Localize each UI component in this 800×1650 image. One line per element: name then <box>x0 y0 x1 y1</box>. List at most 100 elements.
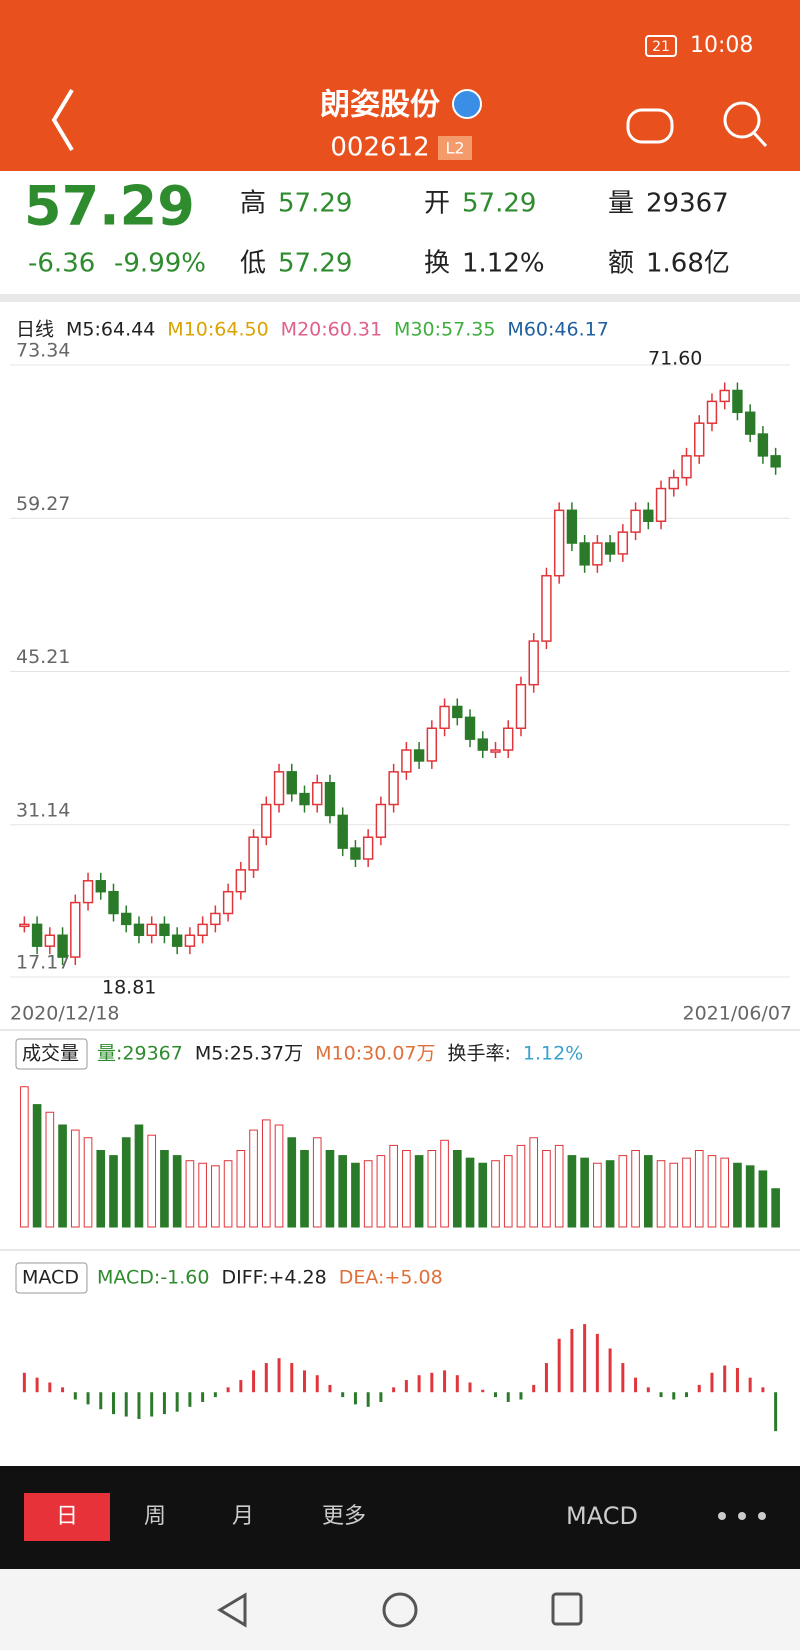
legend-text: M10:64.50 <box>167 319 268 341</box>
search-icon[interactable] <box>723 101 761 139</box>
stat-value: 57.29 <box>462 189 536 219</box>
candle <box>553 509 565 577</box>
candle <box>426 727 438 762</box>
tab[interactable]: 更多 <box>322 1504 366 1529</box>
volume-bar <box>771 1188 780 1228</box>
indicator-tab[interactable]: MACD <box>566 1502 638 1530</box>
candle <box>439 705 450 730</box>
candle <box>477 738 488 751</box>
legend-text: 换手率: <box>448 1043 511 1065</box>
volume-bar <box>414 1155 424 1228</box>
volume-bar <box>109 1155 118 1228</box>
price: 57.29 <box>24 175 195 238</box>
volume-bar <box>631 1150 640 1228</box>
change: -6.36 <box>28 249 95 279</box>
volume-bar <box>427 1150 437 1228</box>
candle <box>248 836 259 871</box>
candle <box>350 847 361 860</box>
nav-back[interactable] <box>217 1592 247 1628</box>
candle <box>210 912 221 926</box>
candle <box>413 749 425 762</box>
volume-bar <box>185 1160 195 1228</box>
volume-bar <box>134 1124 144 1228</box>
x-label: 2021/06/07 <box>682 1003 792 1025</box>
nav-home[interactable] <box>382 1592 418 1628</box>
header-bg <box>0 0 800 171</box>
stat-value: 1.68亿 <box>646 249 730 279</box>
volume-bar <box>618 1155 628 1228</box>
stat-label: 换 <box>424 249 450 279</box>
tab[interactable]: 日 <box>56 1504 78 1529</box>
volume-bar <box>198 1162 207 1228</box>
tab[interactable]: 周 <box>144 1504 166 1529</box>
legend-text: M60:46.17 <box>507 319 608 341</box>
volume-bar <box>542 1150 551 1228</box>
candle <box>503 727 514 751</box>
volume-bar <box>121 1137 131 1228</box>
volume-bar <box>682 1157 691 1228</box>
volume-bar <box>300 1150 309 1228</box>
candle <box>706 400 718 424</box>
candle <box>171 934 183 947</box>
candle <box>681 455 692 479</box>
search-handle <box>752 131 768 148</box>
battery-level: 21 <box>652 39 670 55</box>
volume-bar <box>96 1150 106 1228</box>
battery-icon <box>645 35 677 57</box>
volume-bar <box>452 1150 462 1228</box>
volume-bar <box>491 1160 500 1228</box>
candle <box>388 771 399 806</box>
volume-bar <box>643 1155 653 1228</box>
volume-bar <box>402 1150 411 1228</box>
back-button[interactable] <box>51 88 74 152</box>
volume-bar <box>20 1086 29 1228</box>
candle <box>604 542 616 555</box>
volume-bar <box>236 1150 246 1228</box>
badge: L2 <box>445 139 464 158</box>
candle <box>95 880 106 893</box>
candle <box>630 509 641 533</box>
stat-value: 1.12% <box>462 249 545 279</box>
volume-bar <box>656 1160 666 1228</box>
candle <box>19 923 30 928</box>
candle <box>222 890 234 915</box>
volume-bar <box>733 1162 742 1228</box>
volume-bar <box>351 1162 360 1228</box>
candle <box>337 814 348 849</box>
robot-icon[interactable] <box>626 108 674 144</box>
candle <box>70 901 81 958</box>
candle <box>375 803 387 838</box>
legend-text: M10:30.07万 <box>315 1043 435 1065</box>
y-tick-label: 73.34 <box>16 340 70 362</box>
volume-bar <box>211 1165 220 1228</box>
candle <box>159 923 170 937</box>
candle <box>579 542 590 566</box>
verified-icon <box>452 89 482 119</box>
stat-label: 开 <box>424 189 450 219</box>
volume-bar <box>669 1162 679 1228</box>
change-pct: -9.99% <box>114 249 206 279</box>
volume-bar <box>593 1162 602 1228</box>
tab[interactable]: 月 <box>232 1504 254 1529</box>
candle <box>108 890 119 915</box>
candle <box>44 934 56 947</box>
volume-bar <box>529 1137 539 1228</box>
volume-bar <box>312 1137 322 1228</box>
stat-value: 29367 <box>646 189 729 219</box>
candle <box>401 749 412 773</box>
volume-bar <box>516 1144 526 1228</box>
candle <box>655 487 667 522</box>
candle <box>694 422 705 457</box>
volume-bar <box>70 1129 80 1228</box>
legend-text: MACD:-1.60 <box>97 1267 210 1289</box>
candle <box>261 803 272 838</box>
nav-recent[interactable] <box>551 1592 583 1626</box>
legend-text: DEA:+5.08 <box>339 1267 443 1289</box>
candle <box>82 880 94 904</box>
y-tick-label: 17.17 <box>16 952 70 974</box>
candle <box>197 923 208 937</box>
volume-bar <box>363 1160 373 1228</box>
volume-bar <box>261 1119 271 1228</box>
candle <box>528 640 539 686</box>
